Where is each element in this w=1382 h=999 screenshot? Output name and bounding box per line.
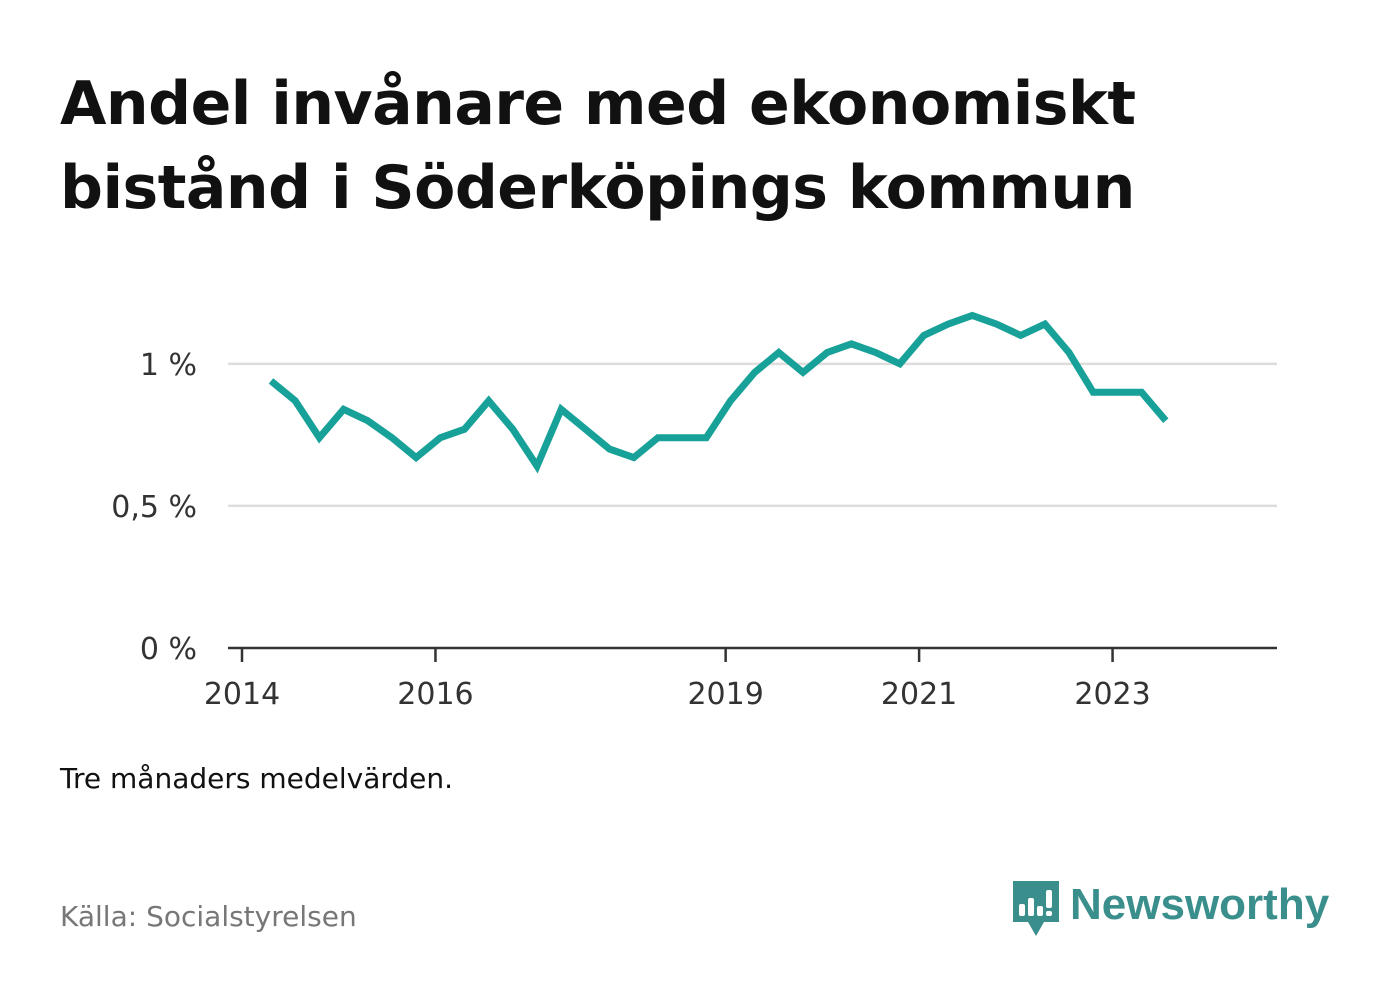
x-tick-label: 2016 (397, 677, 473, 712)
y-tick-label: 1 % (140, 348, 197, 383)
chart-title-line-2: bistånd i Söderköpings kommun (60, 153, 1135, 223)
x-axis: 2014 2016 2019 2021 2023 (204, 646, 1277, 712)
brand-name: Newsworthy (1070, 880, 1330, 929)
x-tick-label: 2023 (1074, 677, 1150, 712)
x-tick-label: 2019 (687, 677, 763, 712)
source-credit: Källa: Socialstyrelsen (60, 900, 357, 933)
newsworthy-logo: Newsworthy (1010, 878, 1329, 942)
y-tick-label: 0 % (140, 632, 197, 667)
y-tick-label: 0,5 % (111, 490, 197, 525)
gridlines (228, 362, 1277, 508)
x-tick-label: 2021 (881, 677, 957, 712)
chart-note: Tre månaders medelvärden. (60, 762, 454, 795)
x-tick-label: 2014 (204, 677, 280, 712)
chart-title-line-1: Andel invånare med ekonomiskt (60, 69, 1136, 139)
series-line (268, 311, 1169, 474)
y-axis-labels: 0 % 0,5 % 1 % (111, 348, 197, 667)
chart-title: Andel invånare med ekonomiskt bistånd i … (60, 62, 1260, 230)
newsworthy-logo-icon (1013, 881, 1059, 936)
series (268, 311, 1169, 474)
